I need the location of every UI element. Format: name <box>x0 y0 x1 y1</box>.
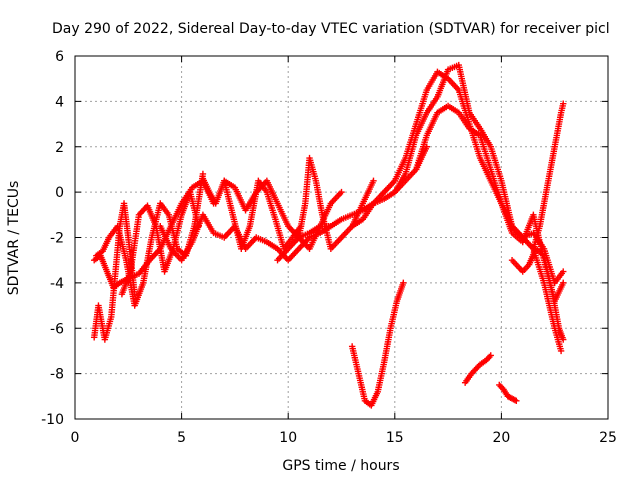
series-track-6 <box>199 175 305 253</box>
x-tick-label: 20 <box>492 430 510 446</box>
data-point <box>560 336 567 343</box>
y-tick-label: -8 <box>50 367 64 383</box>
x-axis-label: GPS time / hours <box>282 458 399 474</box>
y-tick-label: 4 <box>55 94 64 110</box>
data-point <box>560 268 567 275</box>
series-track-2 <box>90 200 138 343</box>
series-track-15 <box>348 279 407 409</box>
y-tick-label: 2 <box>55 140 64 156</box>
y-tick-label: 0 <box>55 185 64 201</box>
data-point <box>511 396 519 404</box>
data-point <box>338 188 345 196</box>
series-track-7 <box>221 177 345 253</box>
series-track-9 <box>295 154 377 253</box>
data-point <box>400 279 407 287</box>
series-track-16 <box>461 352 494 386</box>
data-series <box>90 61 567 409</box>
series-track-4 <box>118 188 202 298</box>
x-tick-label: 5 <box>177 430 186 446</box>
data-point <box>487 352 494 359</box>
y-tick-label: -2 <box>50 231 64 247</box>
series-track-17 <box>496 381 520 405</box>
x-tick-label: 15 <box>386 430 404 446</box>
x-tick-label: 10 <box>279 430 297 446</box>
y-tick-labels: -10 -8 -6 -4 -2 0 2 4 6 <box>41 49 64 428</box>
y-tick-label: -4 <box>50 276 64 292</box>
series-track-14 <box>508 245 567 343</box>
y-axis-label: SDTVAR / TECUs <box>6 181 22 296</box>
data-point <box>560 100 567 107</box>
series-track-13 <box>530 100 567 253</box>
y-tick-label: 6 <box>55 49 64 65</box>
x-tick-label: 0 <box>71 430 80 446</box>
chart-title: Day 290 of 2022, Sidereal Day-to-day VTE… <box>52 21 610 37</box>
series-track-12 <box>412 102 567 305</box>
data-point <box>370 177 377 184</box>
y-tick-label: -10 <box>41 412 64 428</box>
x-tick-label: 25 <box>599 430 617 446</box>
axis-ticks <box>74 55 609 420</box>
data-point <box>560 279 567 287</box>
data-point <box>557 347 565 355</box>
data-point <box>513 397 520 405</box>
x-tick-labels: 0 5 10 15 20 25 <box>71 430 617 446</box>
y-tick-label: -6 <box>50 321 64 337</box>
